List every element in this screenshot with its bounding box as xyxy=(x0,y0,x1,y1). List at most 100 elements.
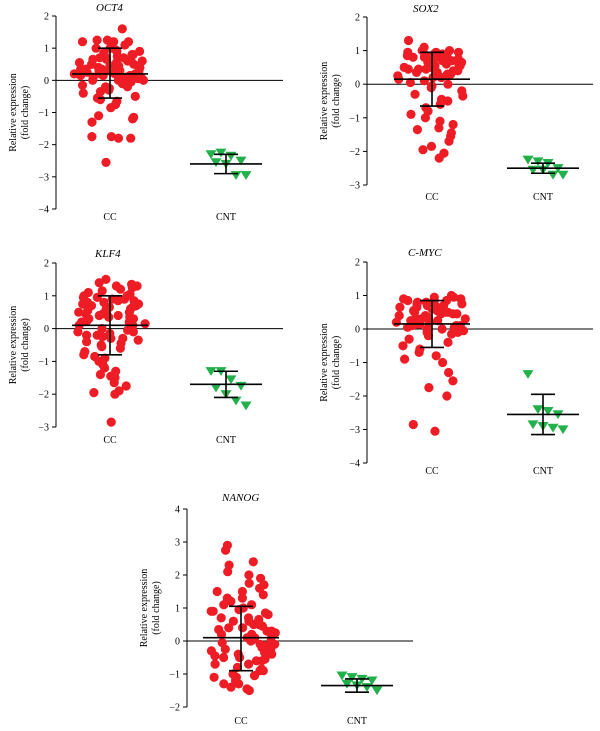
y-tick-label: 2 xyxy=(355,13,360,24)
cc-point xyxy=(444,367,454,378)
cc-point xyxy=(258,590,268,600)
cnt-point xyxy=(240,401,252,411)
cc-point xyxy=(266,636,276,646)
cc-point xyxy=(109,378,119,388)
cnt-point xyxy=(235,156,247,166)
cnt-point xyxy=(225,375,237,385)
y-tick-label: −4 xyxy=(38,205,49,216)
cc-point xyxy=(404,334,414,344)
cc-point xyxy=(224,623,234,633)
y-tick-label: −2 xyxy=(349,392,360,403)
cc-point xyxy=(95,95,105,105)
cc-point xyxy=(82,330,92,340)
cc-point xyxy=(452,322,462,332)
cc-point xyxy=(452,309,462,319)
cc-point xyxy=(74,307,84,317)
y-tick-label: 0 xyxy=(175,637,180,648)
cc-point xyxy=(106,333,116,343)
cc-point xyxy=(131,301,141,311)
cc-point xyxy=(221,545,231,555)
cc-point xyxy=(77,37,88,47)
cnt-point xyxy=(527,420,539,430)
panel-title: OCT4 xyxy=(96,2,123,14)
y-tick-label: −1 xyxy=(38,357,49,368)
cc-point xyxy=(422,51,432,61)
cc-point xyxy=(249,671,260,681)
cc-point xyxy=(405,77,415,88)
cc-point xyxy=(421,297,431,307)
cnt-point xyxy=(557,425,569,435)
cc-point xyxy=(106,38,116,48)
category-label-cc: CC xyxy=(425,192,439,203)
cc-point xyxy=(110,389,120,399)
cnt-point xyxy=(215,148,227,158)
cnt-point xyxy=(205,150,217,159)
cc-point xyxy=(433,316,443,326)
cc-point xyxy=(262,626,272,636)
y-axis-label-line: Relative expression xyxy=(8,73,19,152)
cc-point xyxy=(216,629,227,640)
y-tick-label: 1 xyxy=(44,44,49,55)
cc-point xyxy=(106,103,116,113)
y-tick-label: 2 xyxy=(355,258,360,269)
cc-point xyxy=(79,350,89,360)
cc-point xyxy=(443,337,453,347)
cc-point xyxy=(257,643,267,653)
cc-point xyxy=(263,610,273,620)
cc-point xyxy=(132,281,142,291)
cc-point xyxy=(444,136,454,146)
y-axis-label-line: (fold change) xyxy=(20,86,31,140)
cc-point xyxy=(426,141,437,151)
cnt-point xyxy=(532,157,544,167)
cc-point xyxy=(97,324,107,334)
cc-point xyxy=(76,70,86,81)
cc-point xyxy=(73,327,83,337)
cnt-point xyxy=(542,406,554,416)
cc-point xyxy=(440,307,450,317)
cc-point xyxy=(414,347,424,357)
cc-point xyxy=(258,666,268,676)
y-tick-label: −1 xyxy=(169,670,180,681)
cc-point xyxy=(117,24,127,34)
y-tick-label: −2 xyxy=(349,147,360,158)
y-tick-label: 2 xyxy=(44,259,49,270)
cc-point xyxy=(235,652,245,663)
cc-point xyxy=(82,337,92,347)
cc-point xyxy=(244,570,254,580)
cc-point xyxy=(237,593,247,603)
y-tick-label: 2 xyxy=(44,12,49,23)
cnt-point xyxy=(336,671,348,681)
cc-point xyxy=(126,133,136,143)
y-axis-label-line: Relative expression xyxy=(319,323,330,402)
y-tick-label: −1 xyxy=(349,113,360,124)
cnt-point xyxy=(210,383,222,393)
cc-point xyxy=(100,363,110,373)
panel-klf4: KLF4 Relative expression(fold change) 2 1 0 −… xyxy=(8,248,283,446)
cc-point xyxy=(210,651,220,661)
cc-point xyxy=(121,381,131,391)
y-tick-label: 0 xyxy=(44,324,49,335)
cc-point xyxy=(88,72,98,82)
cc-point xyxy=(449,292,459,302)
category-label-cnt: CNT xyxy=(347,716,367,727)
cc-point xyxy=(238,623,248,633)
panel-nanog: NANOG Relative expression(fold change) 4 3 2… xyxy=(139,492,413,727)
cc-point xyxy=(247,600,257,610)
y-tick-label: 3 xyxy=(175,538,180,549)
y-axis-label-line: Relative expression xyxy=(8,306,19,385)
panel-c-myc: C-MYC Relative expression(fold change) 2 1 0… xyxy=(319,247,593,477)
cnt-point xyxy=(230,396,242,406)
cnt-point xyxy=(522,370,534,379)
cc-point xyxy=(453,47,464,57)
panel-title: SOX2 xyxy=(413,3,439,15)
y-tick-label: 1 xyxy=(355,46,360,57)
y-tick-label: 0 xyxy=(44,76,49,87)
y-tick-label: 0 xyxy=(355,325,360,336)
y-tick-label: 1 xyxy=(355,291,360,302)
cnt-point xyxy=(547,170,559,180)
cc-point xyxy=(220,644,230,654)
cc-point xyxy=(107,67,117,77)
panel-title: C-MYC xyxy=(408,247,442,259)
cc-point xyxy=(428,72,438,83)
